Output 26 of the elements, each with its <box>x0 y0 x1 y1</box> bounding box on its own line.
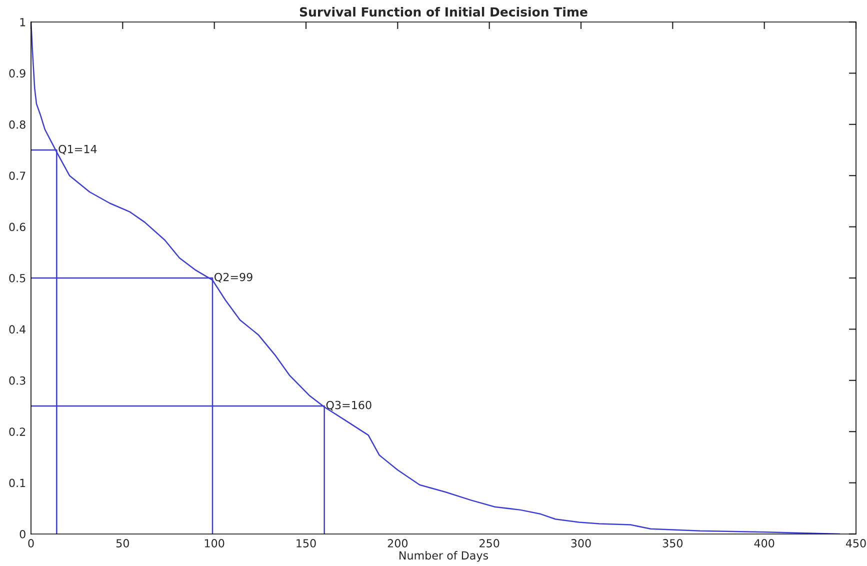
y-tick-label: 0.1 <box>9 478 26 488</box>
y-tick-label: 0 <box>20 530 26 538</box>
y-tick-label: 0.4 <box>9 325 26 334</box>
y-tick-label: 0.8 <box>9 120 26 129</box>
x-tick-label: 400 <box>754 539 774 548</box>
x-tick-label: 300 <box>571 539 591 548</box>
x-tick-label: 50 <box>116 539 129 548</box>
y-tick-label: 0.5 <box>9 274 26 282</box>
chart-title: Survival Function of Initial Decision Time <box>300 6 588 17</box>
y-tick-label: 0.2 <box>9 428 26 436</box>
annotation: Q3=160 <box>326 400 372 410</box>
y-tick-label: 0.6 <box>9 222 26 232</box>
x-axis-title: Number of Days <box>400 551 488 562</box>
x-tick-label: 150 <box>296 539 316 548</box>
x-tick-label: 0 <box>28 539 34 548</box>
y-tick-label: 1 <box>20 18 26 26</box>
annotation: Q2=99 <box>214 272 252 282</box>
x-tick-label: 100 <box>204 539 224 548</box>
y-tick-label: 0.7 <box>9 172 26 180</box>
y-tick-label: 0.9 <box>9 69 26 78</box>
x-tick-label: 250 <box>480 539 500 548</box>
x-tick-label: 200 <box>388 539 408 548</box>
x-tick-label: 450 <box>846 539 866 548</box>
annotation: Q1=14 <box>58 144 97 154</box>
x-tick-label: 350 <box>662 539 683 548</box>
y-tick-label: 0.3 <box>9 376 26 385</box>
